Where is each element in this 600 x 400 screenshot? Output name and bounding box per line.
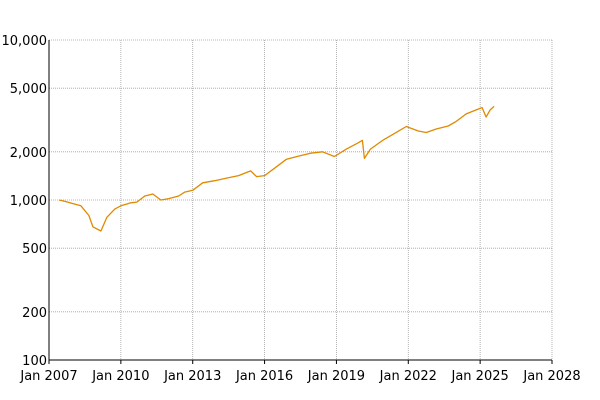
- y-tick-label: 2,000: [10, 146, 47, 161]
- y-tick-label: 10,000: [2, 34, 48, 49]
- x-tick-label: Jan 2022: [379, 369, 437, 384]
- x-tick-label: Jan 2016: [235, 369, 293, 384]
- axes: [48, 40, 553, 364]
- y-axis-ticks: 10,000 5,000 2,000 1,000 500 200 100: [2, 34, 48, 369]
- x-tick-label: Jan 2013: [163, 369, 221, 384]
- x-tick-label: Jan 2025: [451, 369, 509, 384]
- y-tick-label: 500: [22, 242, 47, 257]
- y-tick-label: 5,000: [10, 82, 47, 97]
- series-line: [58, 105, 495, 232]
- y-tick-label: 200: [22, 306, 47, 321]
- y-tick-label: 1,000: [10, 194, 47, 209]
- x-axis-ticks: Jan 2007 Jan 2010 Jan 2013 Jan 2016 Jan 2019…: [19, 369, 580, 384]
- x-tick-label: Jan 2028: [522, 369, 580, 384]
- x-tick-label: Jan 2007: [19, 369, 77, 384]
- grid: [48, 39, 553, 361]
- x-tick-label: Jan 2019: [307, 369, 365, 384]
- x-tick-label: Jan 2010: [91, 369, 149, 384]
- series-layer: [58, 105, 495, 232]
- y-tick-label: 100: [22, 354, 47, 369]
